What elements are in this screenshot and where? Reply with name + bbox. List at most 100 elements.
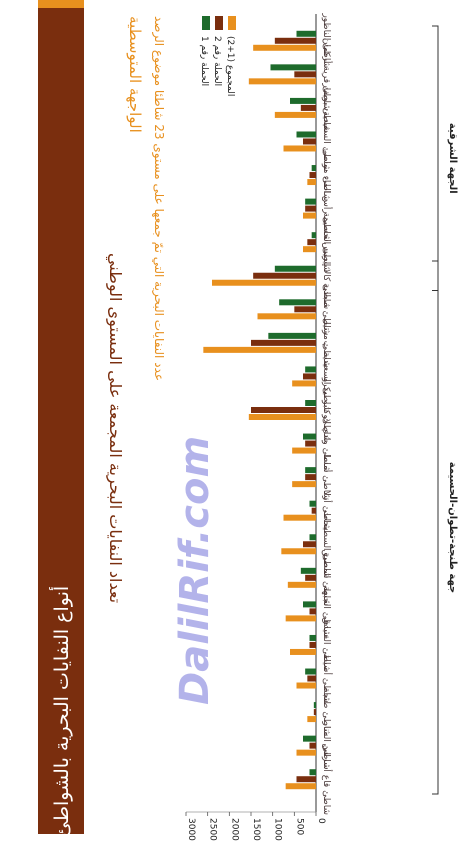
legend-label: الحملة رقم 1 [199, 36, 209, 86]
group-bracket [432, 25, 439, 292]
bar [309, 769, 316, 776]
tick-label: 2000 [229, 818, 239, 841]
bar [309, 641, 316, 648]
page-subtitle: تعداد النفايات البحرية المجمعة على المست… [105, 253, 125, 603]
category-label: شاطئ قاع أسراس [321, 743, 333, 815]
bar [296, 682, 316, 689]
bar [270, 64, 316, 71]
bar [307, 716, 316, 723]
bar [292, 380, 316, 387]
bar [303, 246, 316, 253]
bar [305, 440, 316, 447]
bar [268, 332, 316, 339]
page-title: أنواع النفايات البحرية بالشواطئ [49, 586, 73, 837]
bar [305, 668, 316, 675]
bar [303, 433, 316, 440]
chart-description: عدد النفايات البحرية التي تمّ جمعها على … [151, 16, 166, 381]
group-bracket [432, 260, 439, 795]
bar [303, 601, 316, 608]
x-axis: 0 500 1000 1500 2000 2500 3000 [185, 14, 326, 841]
bar [309, 534, 316, 541]
category-label: شاطئ أزلا [321, 491, 333, 531]
bar [305, 474, 316, 481]
category-label: شاطئ قرية أركمان [321, 38, 333, 111]
bar [296, 776, 316, 783]
group-label: الجهة الشرقية [447, 123, 458, 194]
category-label: شاطئ طنجة [321, 688, 331, 736]
bar [309, 608, 316, 615]
category-label: شاطئ المضيق [321, 550, 331, 606]
bar [307, 675, 316, 682]
bar [311, 232, 316, 239]
bar [313, 709, 316, 716]
bar [274, 265, 316, 272]
bar [290, 97, 316, 104]
watermark: DalilRif.com [172, 436, 218, 705]
legend-swatch [228, 16, 236, 30]
bar [292, 447, 316, 454]
bar [251, 407, 316, 413]
section-heading: الواجهة المتوسطية [126, 16, 144, 133]
bar [292, 481, 316, 488]
tick-label: 3000 [186, 818, 196, 841]
bar [307, 179, 316, 186]
group-brackets: الجهة الشرقية جهة طنجة-تطوان-الحسيمة [432, 25, 458, 795]
bar [253, 44, 316, 51]
bar [305, 400, 316, 406]
category-label: شاطئ الفنيدق [321, 618, 331, 673]
category-label: شاطئ بويفار [321, 82, 331, 132]
bar [303, 541, 316, 548]
category-label: شاطئ رأس الماء [321, 176, 333, 242]
bar [305, 198, 316, 205]
group-label: جهة طنجة-تطوان-الحسيمة [447, 462, 458, 594]
bar [303, 735, 316, 742]
category-label: شاطئ موسى [321, 149, 331, 201]
bar [296, 749, 316, 756]
bar [300, 567, 316, 574]
bar [283, 514, 316, 521]
bar [303, 138, 316, 145]
bar [274, 111, 316, 118]
legend-swatch [202, 16, 210, 30]
legend-label: الحملة رقم 2 [212, 36, 222, 86]
bar [203, 346, 316, 353]
bar [287, 581, 316, 588]
bar [313, 702, 316, 709]
bar [248, 414, 316, 420]
bar [307, 239, 316, 246]
category-label: شاطئ السعيدية ب [321, 341, 331, 413]
category-label: شاطئ المنار [321, 721, 331, 770]
bar [296, 30, 316, 37]
legend-label: المجموع (1+2) [225, 36, 235, 96]
bar [296, 131, 316, 138]
bar [311, 507, 316, 514]
category-label: شاطئ كالا إيريس [321, 242, 331, 309]
bar [279, 299, 316, 306]
bar [305, 467, 316, 474]
tick-label: 1500 [251, 818, 261, 841]
category-label: شاطئ وادي لاو [321, 414, 331, 473]
category-label: شاطئ مرتيل [321, 318, 331, 368]
bar [294, 306, 316, 313]
title-bar [38, 0, 84, 834]
legend-swatch [215, 16, 223, 30]
tick-label: 1000 [273, 818, 283, 841]
category-label: شاطئ السطيحات [321, 510, 331, 578]
bar [257, 313, 316, 320]
bar [309, 500, 316, 507]
bar [274, 37, 316, 44]
category-label: شاطئ الجبهة [321, 586, 331, 637]
bar [305, 205, 316, 212]
bar [285, 615, 316, 622]
category-label: شاطئ صبادية [321, 283, 331, 335]
bar [311, 165, 316, 172]
bar [285, 783, 316, 790]
bar [248, 78, 316, 85]
category-label: شاطئ أصيلة [321, 654, 333, 702]
bar [253, 272, 316, 279]
bar [300, 104, 316, 111]
bar [309, 172, 316, 179]
category-label: شاطئ السعيدية [321, 111, 331, 171]
bars-layer [203, 30, 316, 790]
